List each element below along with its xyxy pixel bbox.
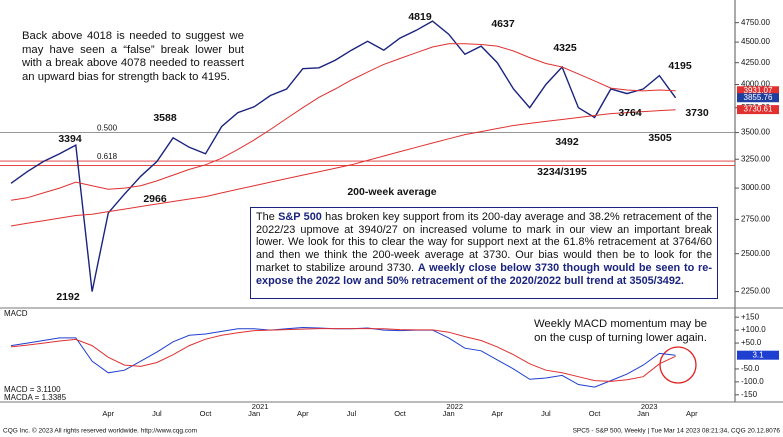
- series-line: [10, 43, 676, 201]
- highlight-circle: [659, 346, 697, 384]
- y-tick-label: 4500.00: [741, 37, 770, 46]
- price-label: 4195: [668, 60, 692, 72]
- commentary-text: A weekly close below 3730 though would b…: [256, 261, 712, 287]
- level-label: 0.618: [97, 152, 118, 161]
- price-tag: [737, 86, 779, 96]
- price-label: 4325: [553, 42, 577, 54]
- y-tick-label: 3250.00: [741, 154, 770, 163]
- x-tick-label: Apr: [102, 409, 114, 418]
- price-tag-label: 3730.61: [744, 105, 773, 114]
- macd-note: Weekly MACD momentum may be on the cusp …: [533, 318, 708, 344]
- y-tick-label: 4750.00: [741, 18, 770, 27]
- x-tick-label: Jan: [443, 409, 455, 418]
- price-label: 3492: [555, 136, 579, 148]
- price-label: 3588: [153, 112, 177, 124]
- series-line: [10, 109, 676, 227]
- level-label: 0.500: [97, 124, 118, 133]
- price-label: 3505: [648, 132, 672, 144]
- x-tick-label: Jul: [347, 409, 357, 418]
- y-tick-label: +50.0: [741, 338, 762, 347]
- y-tick-label: 4250.00: [741, 58, 770, 67]
- price-label: 2192: [56, 291, 80, 303]
- y-tick-label: +100.0: [741, 325, 766, 334]
- x-tick-label: Jul: [152, 409, 162, 418]
- y-tick-label: 3500.00: [741, 128, 770, 137]
- price-tag: [737, 93, 779, 103]
- x-tick-label: Jan: [248, 409, 260, 418]
- macd-title: MACD: [4, 309, 28, 318]
- x-tick-label: Apr: [297, 409, 309, 418]
- x-tick-label: Jul: [541, 409, 551, 418]
- footer-left: CQG Inc. © 2023 All rights reserved worl…: [3, 427, 197, 435]
- y-tick-label: -150: [741, 390, 758, 399]
- commentary-text: The: [256, 211, 279, 223]
- price-tag-label: 3931.07: [744, 86, 773, 95]
- x-group-label: 2021: [252, 402, 269, 411]
- commentary-box: The S&P 500 has broken key support from …: [250, 207, 718, 299]
- macd-readout: MACD = 3.1100: [4, 385, 61, 394]
- series-label: 200-week average: [347, 186, 436, 198]
- commentary-text: has broken key support from its 200-day …: [256, 211, 712, 274]
- y-tick-label: +150: [741, 312, 760, 321]
- price-tag-label: 3855.76: [744, 93, 773, 102]
- series-line: [10, 20, 677, 292]
- y-tick-label: 4000.00: [741, 80, 770, 89]
- price-label: 3764: [618, 107, 642, 119]
- y-tick-label: 3000.00: [741, 183, 770, 192]
- price-label: 2966: [143, 193, 167, 205]
- price-label: 3234/3195: [537, 166, 587, 178]
- price-label: 4637: [491, 18, 515, 30]
- y-tick-label: 2500.00: [741, 249, 770, 258]
- price-label: 3730: [685, 107, 709, 119]
- x-tick-label: Oct: [394, 409, 407, 418]
- commentary-text: S&P 500: [278, 211, 322, 223]
- y-tick-label: 2250.00: [741, 287, 770, 296]
- x-tick-label: Jan: [637, 409, 649, 418]
- series-line: [10, 328, 676, 382]
- price-note: Back above 4018 is needed to suggest we …: [22, 30, 244, 83]
- x-tick-label: Oct: [589, 409, 602, 418]
- x-tick-label: Oct: [200, 409, 213, 418]
- x-tick-label: Apr: [686, 409, 698, 418]
- macd-readout: MACDA = 1.3385: [4, 393, 67, 402]
- price-label: 3394: [58, 133, 82, 145]
- y-tick-label: -100.0: [741, 377, 764, 386]
- price-label: 4819: [408, 11, 432, 23]
- footer-right: SPC5 - S&P 500, Weekly | Tue Mar 14 2023…: [573, 428, 781, 435]
- x-group-label: 2023: [641, 402, 658, 411]
- y-tick-label: -50.0: [741, 364, 760, 373]
- price-tag-label: 3.1: [752, 350, 764, 359]
- x-group-label: 2022: [446, 402, 463, 411]
- price-tag: [737, 350, 779, 360]
- x-tick-label: Apr: [491, 409, 503, 418]
- y-tick-label: 2750.00: [741, 214, 770, 223]
- price-tag: [737, 105, 779, 115]
